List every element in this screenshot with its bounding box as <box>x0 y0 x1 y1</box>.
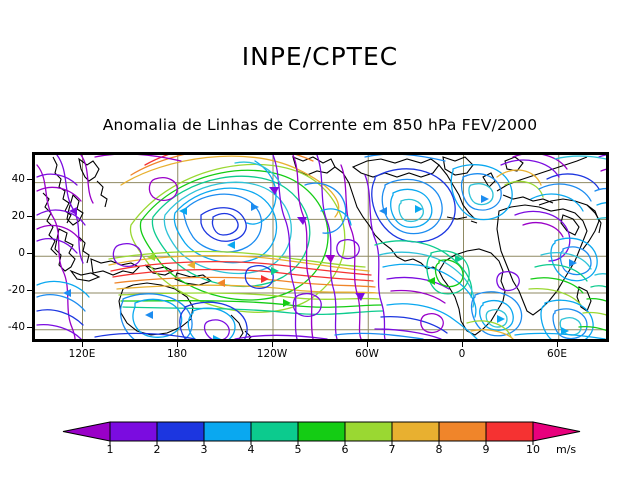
streamline-arrowheads <box>63 187 577 339</box>
page-title: INPE/CPTEC <box>241 42 399 71</box>
xtick-label-120w: 120W <box>256 348 288 360</box>
xtick-mark <box>272 342 273 347</box>
xtick-mark <box>557 342 558 347</box>
map-plot-area <box>32 152 609 342</box>
colorbar-segment <box>250 421 299 442</box>
colorbar-segment <box>391 421 440 442</box>
colorbar-tick-label-8: 8 <box>435 443 443 456</box>
ytick-mark <box>27 179 32 180</box>
colorbar-tick-label-1: 1 <box>106 443 114 456</box>
xtick-label-120e: 120E <box>68 348 96 360</box>
ytick-label-40: 40 <box>11 173 25 185</box>
ytick-mark <box>27 253 32 254</box>
colorbar-tick-label-7: 7 <box>388 443 396 456</box>
colorbar-segment <box>109 421 158 442</box>
ytick-label-0: 0 <box>18 247 25 259</box>
xtick-mark <box>177 342 178 347</box>
ytick-label-m20: -20 <box>7 284 25 296</box>
streamline-map <box>35 155 606 339</box>
streamlines <box>36 155 606 339</box>
colorbar-segment <box>485 421 534 442</box>
xtick-label-60w: 60W <box>355 348 379 360</box>
chart-title: Anomalia de Linhas de Corrente em 850 hP… <box>102 116 538 134</box>
colorbar-tick-label-2: 2 <box>153 443 161 456</box>
ytick-label-20: 20 <box>11 210 25 222</box>
ytick-label-m40: -40 <box>7 321 25 333</box>
xtick-mark <box>367 342 368 347</box>
colorbar-tick-label-4: 4 <box>247 443 255 456</box>
colorbar-legend: 1 2 3 4 5 6 7 8 9 10 m/s <box>0 410 640 460</box>
colorbar-units-label: m/s <box>556 443 577 456</box>
colorbar-tick-label-9: 9 <box>482 443 490 456</box>
xtick-label-0: 0 <box>458 348 466 360</box>
ytick-mark <box>27 216 32 217</box>
colorbar-above-max-swatch <box>532 421 581 442</box>
colorbar-tick-label-10: 10 <box>526 443 540 456</box>
ytick-mark <box>27 290 32 291</box>
xtick-label-180: 180 <box>166 348 188 360</box>
colorbar-segment <box>297 421 346 442</box>
colorbar-tick-label-6: 6 <box>341 443 349 456</box>
colorbar-segment <box>438 421 487 442</box>
colorbar-segment <box>203 421 252 442</box>
xtick-mark <box>462 342 463 347</box>
xtick-mark <box>82 342 83 347</box>
colorbar-tick-label-5: 5 <box>294 443 302 456</box>
colorbar-segment <box>344 421 393 442</box>
colorbar-tick-label-3: 3 <box>200 443 208 456</box>
colorbar-ticks <box>109 441 534 445</box>
xtick-label-60e: 60E <box>547 348 567 360</box>
colorbar-svg <box>62 421 581 445</box>
colorbar-segment <box>156 421 205 442</box>
colorbar-below-min-swatch <box>62 421 111 442</box>
ytick-mark <box>27 327 32 328</box>
